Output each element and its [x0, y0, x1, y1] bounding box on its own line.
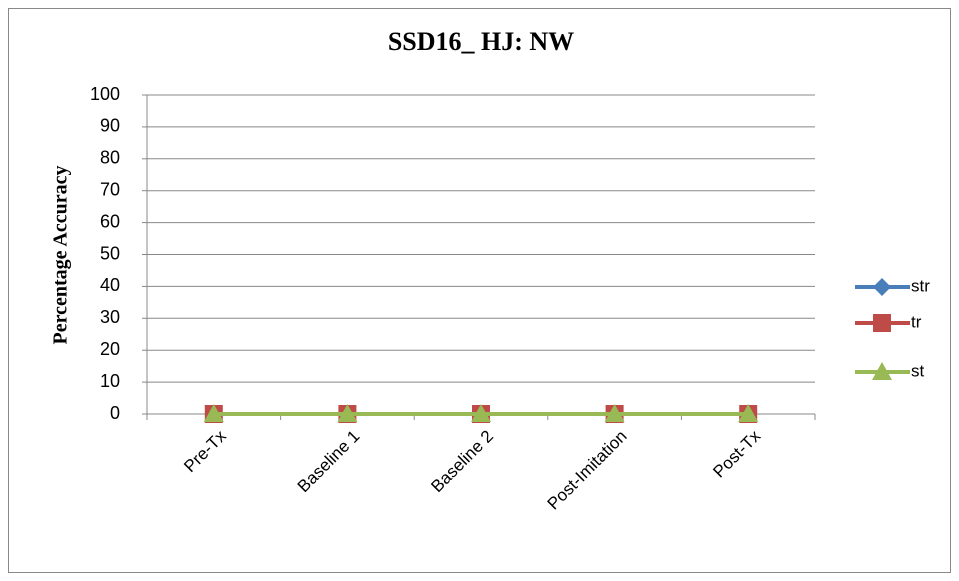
y-tick-label: 0 [110, 403, 120, 423]
legend-label: st [911, 361, 925, 380]
chart-border [8, 8, 951, 573]
data-point [337, 404, 358, 422]
y-tick-label: 90 [100, 116, 120, 136]
data-point [203, 404, 224, 422]
y-tick-label: 10 [100, 371, 120, 391]
y-tick-label: 40 [100, 275, 120, 295]
y-tick-label: 50 [100, 243, 120, 263]
y-tick-label: 30 [100, 307, 120, 327]
legend-marker [873, 278, 891, 296]
legend-marker [873, 314, 891, 332]
data-point [471, 404, 491, 422]
y-tick-label: 60 [100, 211, 120, 231]
y-tick-label: 80 [100, 148, 120, 168]
legend-label: str [911, 276, 930, 295]
y-tick-label: 20 [100, 339, 120, 359]
legend-marker [872, 362, 892, 380]
legend-label: tr [911, 312, 922, 331]
y-tick-label: 100 [90, 84, 120, 104]
data-point [604, 404, 625, 422]
data-point [738, 404, 759, 422]
y-tick-label: 70 [100, 179, 120, 199]
y-axis-label: Percentage Accuracy [50, 166, 72, 345]
chart-title: SSD16_ HJ: NW [388, 27, 574, 56]
